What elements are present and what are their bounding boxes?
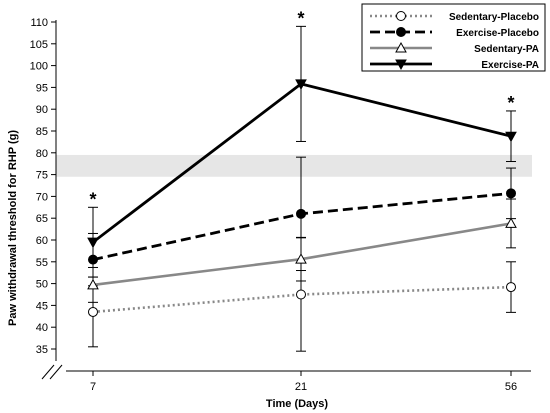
data-point (506, 282, 516, 293)
data-point (87, 237, 99, 249)
series-line (92, 191, 512, 261)
reference-band (56, 154, 532, 177)
x-tick-label: 21 (295, 381, 307, 393)
legend-swatch-marker (395, 59, 407, 71)
significance-markers: * * * (89, 8, 514, 209)
y-tick-label: 75 (36, 170, 48, 182)
y-tick-label: 45 (36, 300, 48, 312)
y-tick-label: 50 (36, 279, 48, 291)
significance-marker: * (297, 8, 304, 28)
legend-swatch-marker (395, 41, 407, 53)
y-tick-label: 80 (36, 148, 48, 160)
y-tick-label: 55 (36, 257, 48, 269)
y-ticks: 35 40 45 50 55 60 65 70 75 80 85 90 95 100 105 110 (30, 17, 56, 356)
y-tick-label: 70 (36, 191, 48, 203)
data-point (506, 188, 516, 199)
data-point (295, 253, 307, 264)
y-tick-label: 60 (36, 235, 48, 247)
y-tick-label: 85 (36, 126, 48, 138)
y-tick-label: 90 (36, 104, 48, 116)
y-tick-label: 95 (36, 82, 48, 94)
data-point (88, 306, 98, 317)
legend-swatch-marker (396, 11, 406, 21)
y-tick-label: 40 (36, 322, 48, 334)
legend-swatch-marker (396, 27, 406, 37)
x-tick-label: 56 (505, 381, 517, 393)
data-point (296, 289, 306, 300)
y-tick-label: 110 (30, 17, 48, 29)
significance-marker: * (507, 93, 514, 113)
data-point (296, 208, 306, 219)
legend: Sedentary-Placebo Exercise-Placebo Sedenta… (361, 3, 546, 72)
data-point (88, 254, 98, 265)
legend-label: Exercise-Placebo (456, 28, 539, 39)
y-tick-label: 35 (36, 344, 48, 356)
legend-label: Sedentary-Placebo (449, 12, 539, 23)
legend-label: Sedentary-PA (474, 44, 539, 55)
y-tick-label: 105 (30, 39, 48, 51)
data-point (87, 278, 99, 290)
x-axis-title: Time (Days) (266, 398, 328, 410)
y-tick-label: 65 (36, 213, 48, 225)
y-axis-title: Paw withdrawal threshold for RHP (g) (7, 130, 19, 326)
series-line (92, 222, 512, 287)
axis-break-mark (41, 364, 55, 380)
y-tick-label: 100 (30, 61, 48, 73)
significance-marker: * (89, 189, 96, 209)
x-tick-label: 7 (90, 381, 96, 393)
series-layer (87, 25, 517, 352)
legend-box (361, 3, 546, 72)
legend-label: Exercise-PA (481, 60, 539, 71)
axes (41, 20, 531, 380)
axis-break-mark (49, 364, 63, 380)
data-point (295, 79, 307, 90)
data-point (505, 131, 517, 143)
x-ticks: 7 21 56 (90, 371, 517, 393)
data-point (505, 217, 517, 228)
